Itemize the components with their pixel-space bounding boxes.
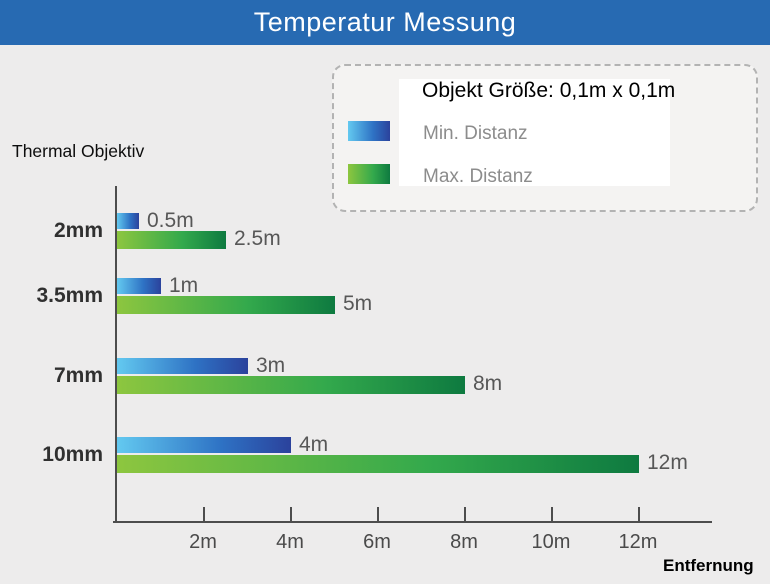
x-tick-label-4m: 4m bbox=[276, 531, 304, 553]
x-axis-line bbox=[113, 521, 712, 523]
legend-swatch-min-distanz bbox=[348, 121, 390, 141]
x-axis-title: Entfernung bbox=[663, 556, 754, 575]
group-title: Thermal Objektiv bbox=[12, 141, 145, 161]
bar-min-distanz-3.5mm bbox=[117, 278, 161, 294]
bar-max-distanz-7mm bbox=[117, 376, 465, 394]
category-label-3.5mm: 3.5mm bbox=[36, 284, 103, 307]
bar-value-max-10mm: 12m bbox=[647, 451, 688, 474]
bar-value-min-7mm: 3m bbox=[256, 354, 286, 377]
legend-label-min-distanz: Min. Distanz bbox=[423, 123, 528, 144]
page-title: Temperatur Messung bbox=[253, 7, 517, 37]
legend-title: Objekt Größe: 0,1m x 0,1m bbox=[422, 79, 676, 102]
x-tick-label-8m: 8m bbox=[450, 531, 478, 553]
bar-value-min-10mm: 4m bbox=[299, 433, 329, 456]
bar-value-min-3.5mm: 1m bbox=[169, 274, 199, 297]
bar-min-distanz-10mm bbox=[117, 437, 291, 453]
legend-box: Objekt Größe: 0,1m x 0,1m Min. Distanz M… bbox=[332, 64, 758, 212]
x-tick-10m bbox=[551, 507, 553, 521]
x-tick-12m bbox=[638, 507, 640, 521]
bar-min-distanz-2mm bbox=[117, 213, 139, 229]
legend-label-max-distanz: Max. Distanz bbox=[423, 166, 533, 187]
bar-min-distanz-7mm bbox=[117, 358, 248, 374]
title-bar: Temperatur Messung bbox=[0, 0, 770, 45]
legend-panel-background bbox=[399, 79, 670, 186]
bar-value-max-2mm: 2.5m bbox=[234, 227, 281, 250]
category-label-2mm: 2mm bbox=[53, 219, 103, 242]
bar-max-distanz-3.5mm bbox=[117, 296, 335, 314]
category-label-7mm: 7mm bbox=[53, 364, 103, 387]
x-tick-label-12m: 12m bbox=[618, 531, 658, 553]
bar-value-max-7mm: 8m bbox=[473, 372, 503, 395]
bar-value-max-3.5mm: 5m bbox=[343, 292, 373, 315]
bar-max-distanz-10mm bbox=[117, 455, 639, 473]
bar-value-min-2mm: 0.5m bbox=[147, 209, 194, 232]
x-tick-label-6m: 6m bbox=[363, 531, 391, 553]
y-axis-line bbox=[115, 186, 117, 523]
x-tick-8m bbox=[464, 507, 466, 521]
x-tick-6m bbox=[377, 507, 379, 521]
x-tick-label-2m: 2m bbox=[189, 531, 217, 553]
legend-swatch-max-distanz bbox=[348, 164, 390, 184]
category-label-10mm: 10mm bbox=[42, 443, 103, 466]
x-tick-label-10m: 10m bbox=[531, 531, 571, 553]
x-tick-4m bbox=[290, 507, 292, 521]
bar-max-distanz-2mm bbox=[117, 231, 226, 249]
x-tick-2m bbox=[203, 507, 205, 521]
